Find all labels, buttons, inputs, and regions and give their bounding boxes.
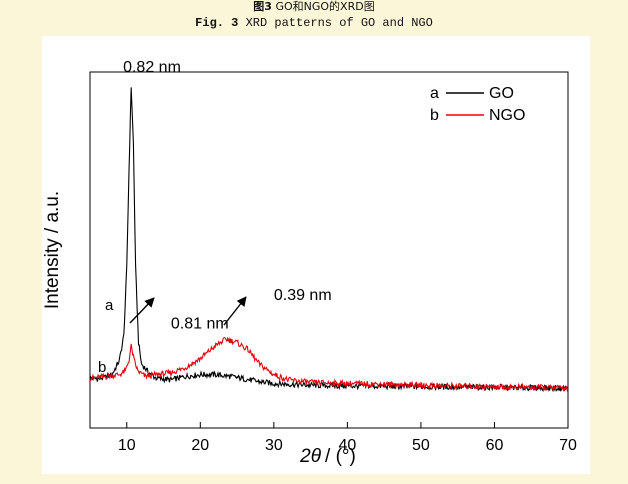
plot-frame bbox=[89, 71, 569, 429]
chart-panel: 10 20 30 40 50 60 70 Intensity / a.u. 2θ / (°) … bbox=[42, 36, 590, 474]
legend-label-go: GO bbox=[489, 85, 514, 102]
legend-label-ngo: NGO bbox=[489, 107, 525, 124]
x-tick-label-30: 30 bbox=[265, 437, 283, 454]
annotation-arrow-0-81nm bbox=[129, 297, 155, 324]
x-tick-label-40: 40 bbox=[338, 437, 356, 454]
legend-letter-b: b bbox=[430, 107, 439, 124]
x-axis-label: 2θ / (°) bbox=[299, 446, 356, 467]
legend-letter-a: a bbox=[430, 85, 439, 102]
series-line-go bbox=[89, 87, 569, 393]
caption-en-text: XRD patterns of GO and NGO bbox=[245, 16, 433, 30]
figure-caption-en: Fig. 3 XRD patterns of GO and NGO bbox=[0, 16, 628, 30]
x-axis-label-unit: / (°) bbox=[325, 446, 356, 467]
series-lines bbox=[89, 87, 569, 393]
x-tick-label-60: 60 bbox=[486, 437, 504, 454]
x-tick-label-70: 70 bbox=[559, 437, 577, 454]
figure-caption-cn: 图3 GO和NGO的XRD图 bbox=[0, 0, 628, 14]
x-ticks: 10 20 30 40 50 60 70 bbox=[118, 422, 577, 454]
caption-cn-text: GO和NGO的XRD图 bbox=[275, 0, 375, 13]
annotation-0-82nm: 0.82 nm bbox=[123, 59, 181, 76]
caption-en-label: Fig. 3 bbox=[195, 16, 239, 30]
series-line-ngo bbox=[89, 336, 569, 392]
xrd-chart: 10 20 30 40 50 60 70 Intensity / a.u. 2θ / (°) … bbox=[42, 59, 577, 467]
x-tick-label-10: 10 bbox=[118, 437, 136, 454]
y-axis-label: Intensity / a.u. bbox=[42, 191, 63, 309]
caption-cn-label: 图3 bbox=[253, 0, 272, 13]
x-axis-label-math: 2θ bbox=[299, 446, 322, 467]
curve-label-b: b bbox=[98, 359, 106, 376]
x-tick-label-50: 50 bbox=[412, 437, 430, 454]
annotation-0-81nm: 0.81 nm bbox=[171, 315, 229, 332]
annotation-arrow-0-39nm bbox=[223, 296, 247, 326]
legend: a GO b NGO bbox=[430, 85, 525, 124]
x-tick-label-20: 20 bbox=[191, 437, 209, 454]
curve-label-a: a bbox=[105, 297, 114, 314]
annotation-0-39nm: 0.39 nm bbox=[274, 287, 332, 304]
